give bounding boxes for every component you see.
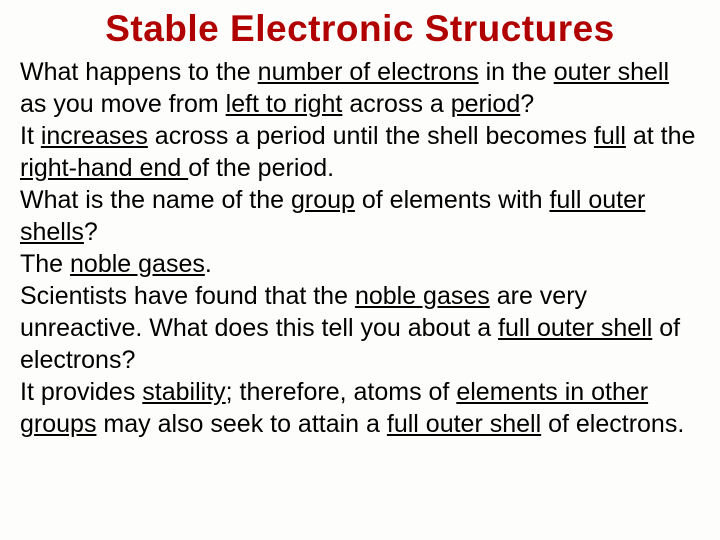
slide: Stable Electronic Structures What happen… [0, 0, 720, 540]
underlined-text: number of electrons [258, 58, 479, 86]
plain-text: The [20, 250, 70, 278]
plain-text: at the [626, 122, 696, 150]
plain-text: ? [520, 90, 534, 118]
plain-text: of elements with [355, 186, 550, 214]
plain-text: of the period. [188, 154, 334, 182]
underlined-text: right-hand end [20, 154, 188, 182]
plain-text: ? [84, 218, 98, 246]
plain-text: in the [479, 58, 554, 86]
plain-text: Scientists have found that the [20, 282, 355, 310]
plain-text: What is the name of the [20, 186, 291, 214]
underlined-text: outer shell [554, 58, 669, 86]
plain-text: ; therefore, atoms of [226, 378, 457, 406]
underlined-text: stability [142, 378, 225, 406]
plain-text: across a [342, 90, 450, 118]
underlined-text: full outer shell [387, 410, 541, 438]
plain-text: It provides [20, 378, 142, 406]
slide-body: What happens to the number of electrons … [20, 56, 700, 440]
plain-text: as you move from [20, 90, 226, 118]
plain-text: across a period until the shell becomes [148, 122, 594, 150]
plain-text: . [205, 250, 212, 278]
plain-text: It [20, 122, 41, 150]
underlined-text: period [451, 90, 521, 118]
underlined-text: full outer shell [498, 314, 652, 342]
plain-text: of electrons. [541, 410, 684, 438]
plain-text: may also seek to attain a [96, 410, 386, 438]
slide-title: Stable Electronic Structures [20, 8, 700, 50]
underlined-text: full [594, 122, 626, 150]
underlined-text: left to right [226, 90, 343, 118]
plain-text: What happens to the [20, 58, 258, 86]
underlined-text: increases [41, 122, 148, 150]
underlined-text: noble gases [355, 282, 490, 310]
underlined-text: group [291, 186, 355, 214]
underlined-text: noble gases [70, 250, 205, 278]
